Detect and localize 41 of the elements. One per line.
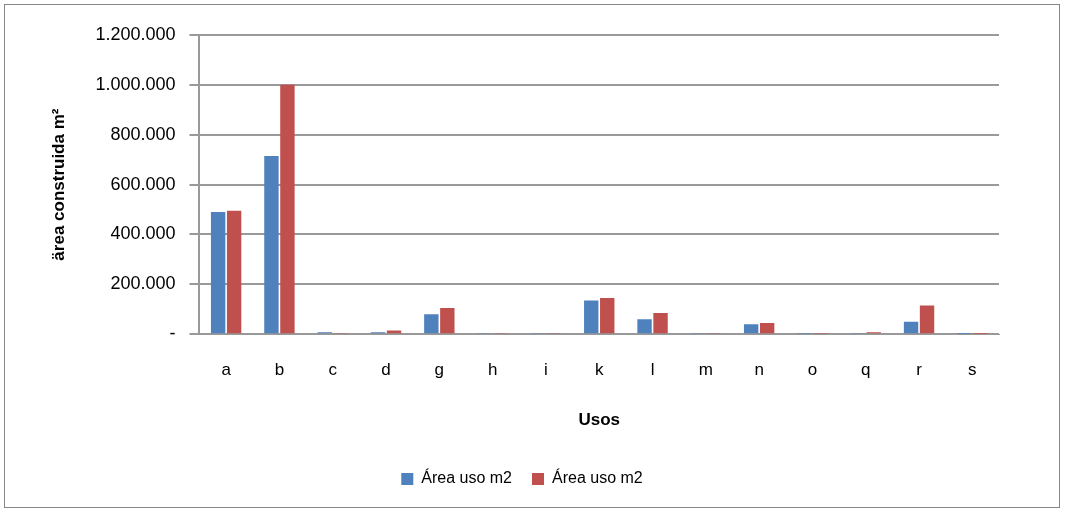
legend-label: Área uso m2 <box>552 468 643 487</box>
x-tick-label: s <box>968 360 977 380</box>
x-tick-label: n <box>754 360 764 380</box>
x-tick-label: l <box>650 360 655 380</box>
x-tick-label: q <box>861 360 871 380</box>
bar <box>653 313 668 334</box>
bar <box>210 212 226 334</box>
y-tick-label: - <box>169 323 176 344</box>
bar <box>600 298 615 334</box>
x-tick-label: h <box>487 360 498 380</box>
bar <box>743 324 759 334</box>
y-tick-label: 1.000.000 <box>95 73 176 94</box>
y-tick-label: 200.000 <box>110 273 176 294</box>
bar <box>424 314 439 334</box>
y-tick-label: 800.000 <box>110 123 176 144</box>
x-axis-title: Usos <box>578 410 621 430</box>
x-tick-label: g <box>434 360 445 380</box>
x-tick-label: o <box>807 360 818 380</box>
x-tick-label: d <box>381 360 391 380</box>
y-axis-title: ärea construida m² <box>48 108 68 261</box>
x-tick-label: m <box>698 360 713 380</box>
bar <box>226 210 242 334</box>
bar <box>386 330 402 334</box>
bar <box>759 322 775 334</box>
x-tick-label: b <box>274 360 285 380</box>
bar <box>440 308 455 334</box>
x-tick-label: c <box>328 360 338 380</box>
bar <box>903 321 919 334</box>
legend-label: Área uso m2 <box>421 468 513 487</box>
bar <box>264 155 279 334</box>
y-tick-label: 1.200.000 <box>95 23 176 44</box>
x-tick-label: a <box>221 360 232 380</box>
bar <box>280 84 295 334</box>
bar <box>919 305 935 334</box>
x-tick-label: k <box>594 360 604 380</box>
x-tick-label: i <box>544 360 548 380</box>
bar <box>584 300 599 334</box>
y-tick-label: 600.000 <box>110 173 176 194</box>
bar <box>637 319 652 334</box>
x-tick-label: r <box>916 360 923 380</box>
y-tick-label: 400.000 <box>110 223 176 244</box>
